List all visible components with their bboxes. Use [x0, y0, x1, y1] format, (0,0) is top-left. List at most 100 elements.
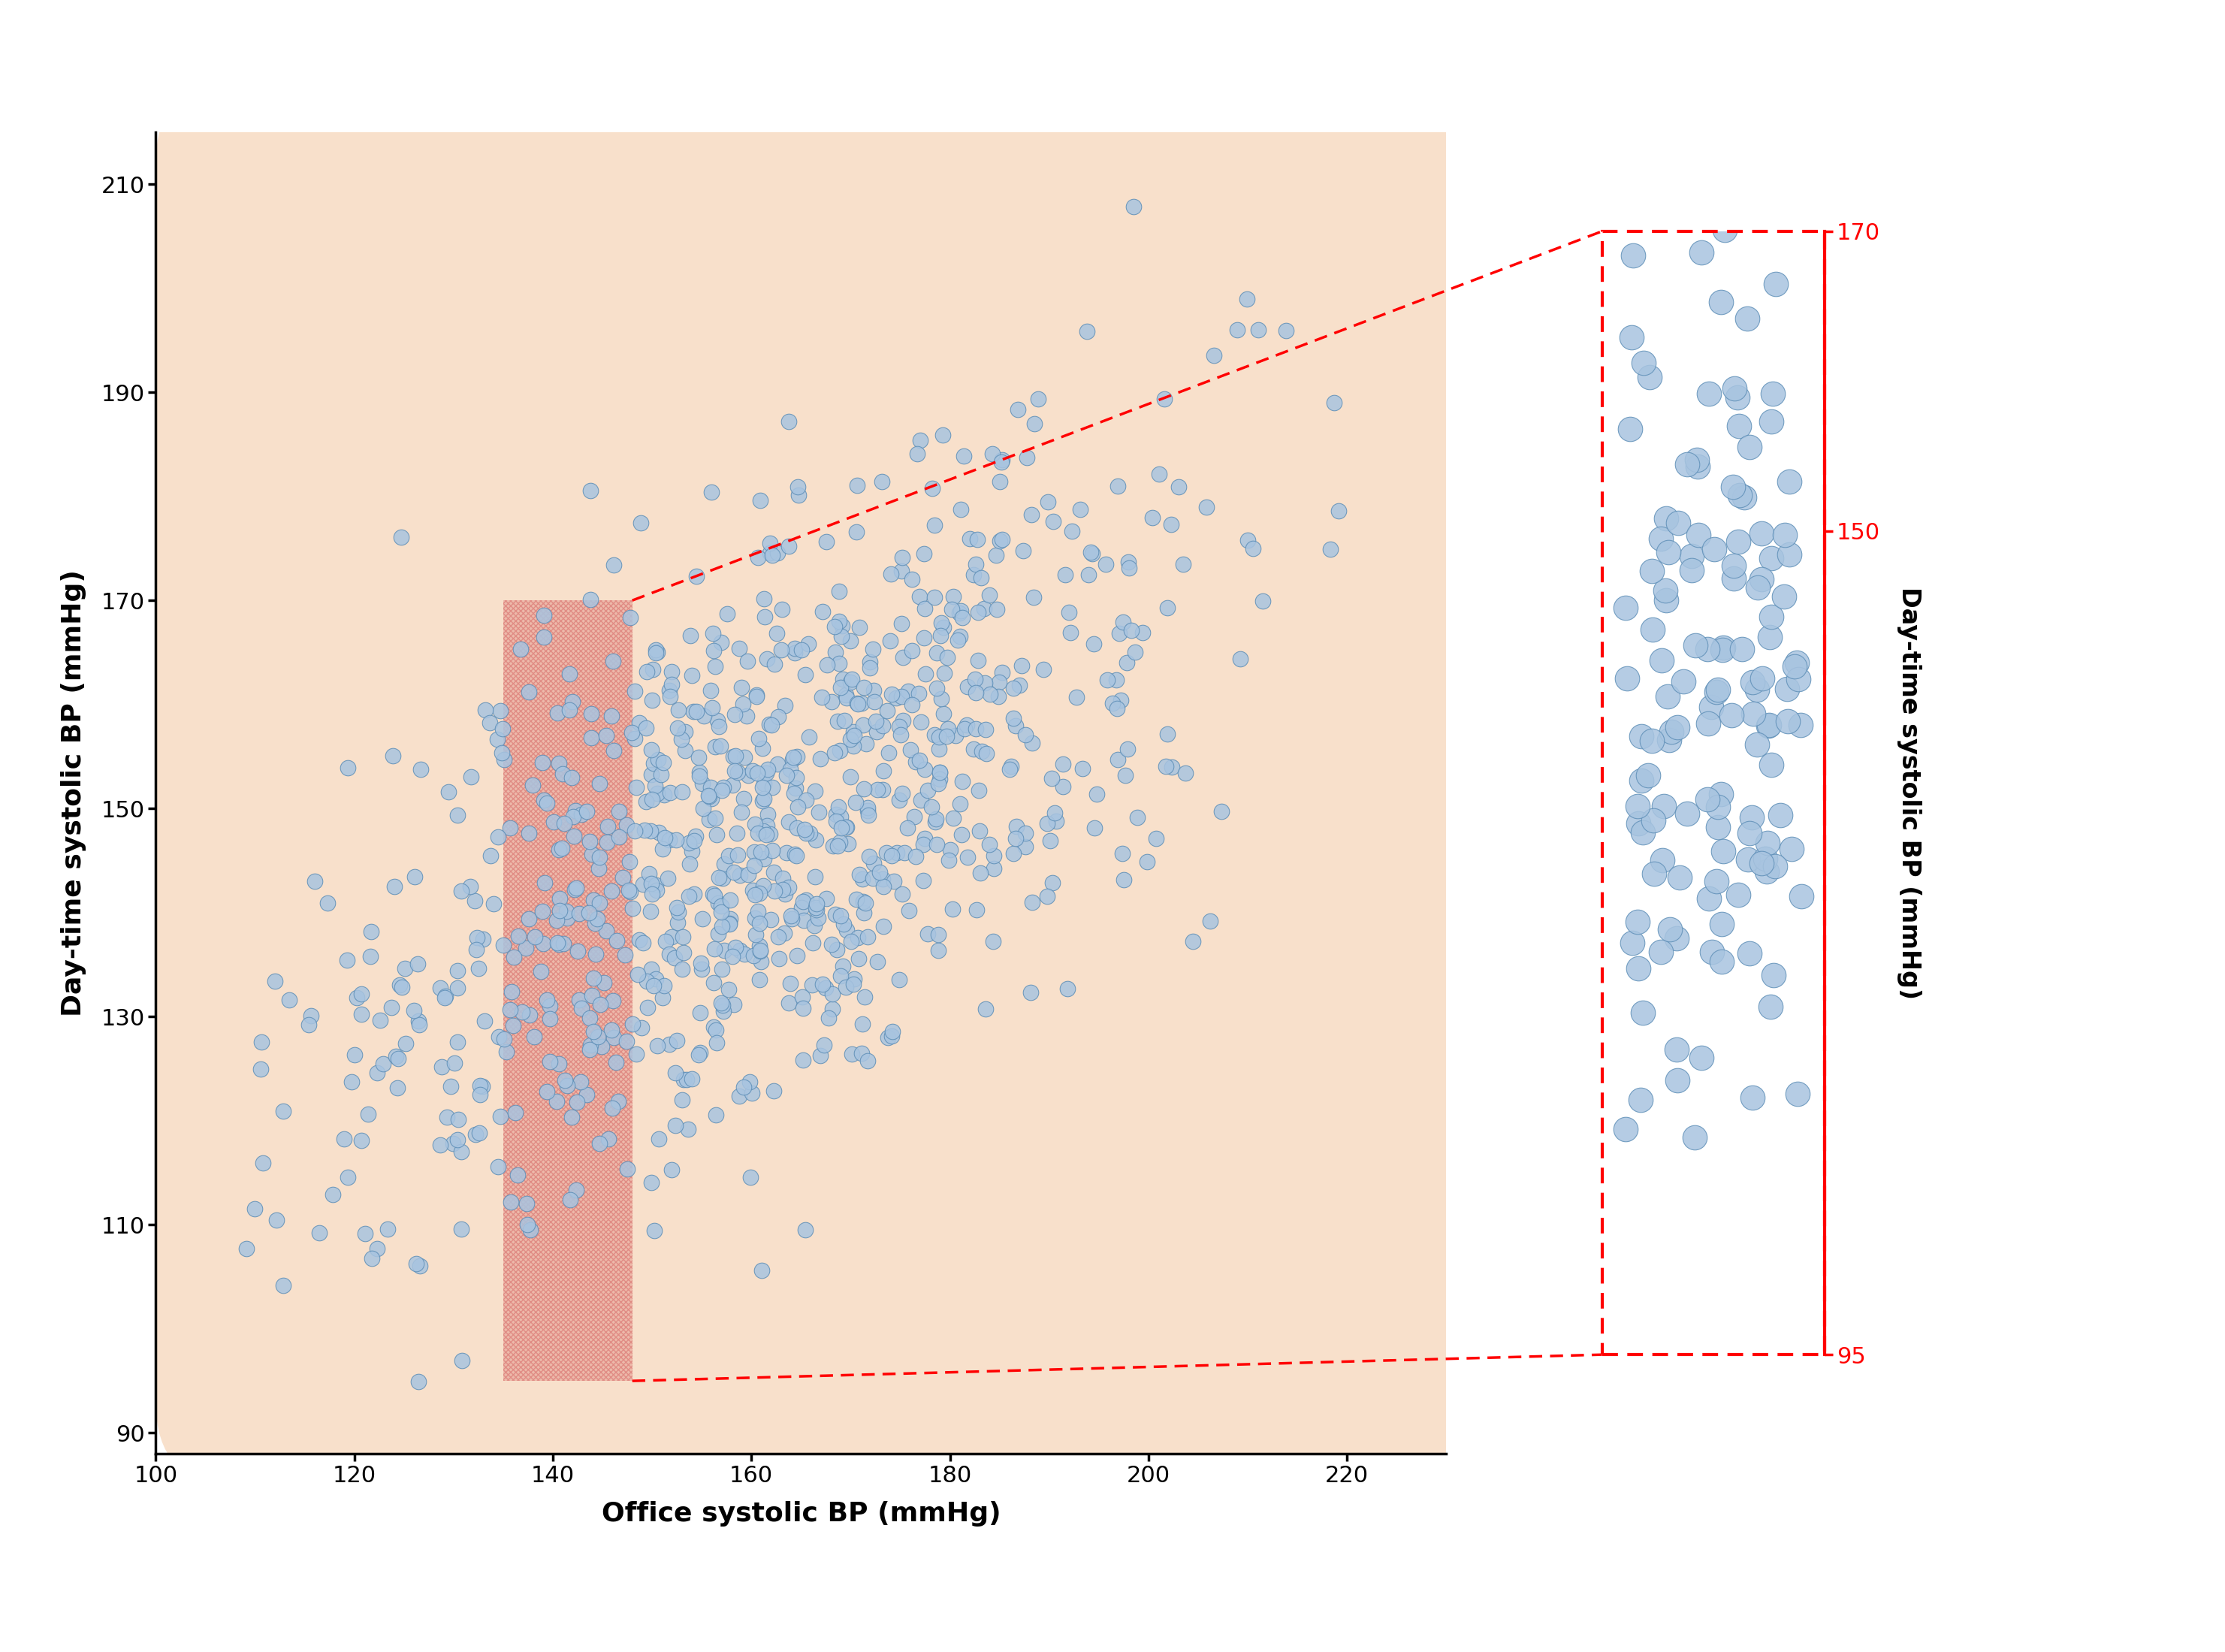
Point	[1724, 636, 1760, 662]
Point	[461, 1120, 496, 1146]
Point	[921, 765, 957, 791]
Point	[756, 1077, 792, 1104]
Point	[986, 525, 1021, 552]
Point	[883, 557, 919, 583]
Point	[694, 620, 730, 646]
Point	[736, 852, 772, 879]
Point	[837, 790, 872, 816]
Point	[581, 856, 616, 882]
Point	[612, 849, 647, 876]
Point	[581, 1130, 616, 1156]
Point	[1046, 752, 1081, 778]
Point	[783, 983, 819, 1009]
Point	[641, 819, 676, 846]
Point	[696, 882, 732, 909]
Point	[705, 998, 741, 1024]
Point	[745, 788, 781, 814]
Point	[594, 648, 630, 674]
Point	[1715, 375, 1751, 401]
Point	[258, 1206, 294, 1232]
Point	[681, 758, 716, 785]
Point	[814, 689, 850, 715]
Point	[1729, 306, 1764, 332]
Point	[454, 763, 490, 790]
Point	[995, 705, 1030, 732]
Point	[1055, 519, 1090, 545]
Point	[981, 669, 1017, 695]
Point	[839, 472, 874, 499]
Point	[848, 985, 883, 1011]
Point	[961, 600, 997, 626]
Point	[710, 600, 745, 626]
Point	[243, 1029, 278, 1056]
Point	[752, 540, 788, 567]
Point	[1079, 780, 1115, 806]
Point	[748, 603, 783, 629]
Point	[926, 659, 961, 686]
Point	[921, 758, 957, 785]
Point	[741, 932, 777, 958]
Point	[619, 775, 654, 801]
Point	[926, 421, 961, 448]
Point	[636, 750, 672, 776]
Point	[957, 562, 992, 588]
Point	[329, 947, 365, 973]
Point	[541, 897, 576, 923]
Point	[659, 1028, 694, 1054]
Point	[823, 674, 859, 700]
Point	[814, 981, 850, 1008]
Point	[587, 722, 623, 748]
Point	[1130, 849, 1166, 876]
Point	[846, 889, 881, 915]
Point	[594, 1016, 630, 1042]
Point	[846, 775, 881, 801]
Point	[1059, 684, 1095, 710]
Point	[1021, 387, 1057, 413]
Point	[788, 887, 823, 914]
Point	[805, 1031, 841, 1057]
Point	[699, 1102, 734, 1128]
Point	[538, 1087, 574, 1113]
Point	[1731, 819, 1767, 846]
Point	[972, 831, 1008, 857]
Point	[374, 743, 409, 770]
Point	[1704, 638, 1740, 664]
Point	[652, 1031, 688, 1057]
Point	[1012, 980, 1048, 1006]
Point	[229, 1236, 265, 1262]
Point	[1624, 819, 1660, 846]
Point	[919, 676, 955, 702]
Point	[385, 975, 421, 1001]
Point	[785, 889, 821, 915]
Point	[1624, 768, 1660, 795]
Point	[1633, 729, 1669, 755]
Point	[941, 790, 977, 816]
Point	[841, 923, 877, 950]
Point	[777, 634, 812, 661]
Point	[792, 819, 828, 846]
Point	[701, 864, 736, 890]
Point	[681, 1041, 716, 1067]
Point	[550, 1072, 585, 1099]
Point	[525, 624, 561, 651]
Point	[854, 866, 890, 892]
Point	[369, 1216, 405, 1242]
Point	[1733, 669, 1769, 695]
Point	[632, 818, 668, 844]
Point	[674, 662, 710, 689]
Point	[1715, 565, 1751, 591]
Point	[1148, 753, 1184, 780]
Point	[647, 824, 683, 851]
Point	[736, 839, 772, 866]
Point	[1075, 631, 1110, 657]
Point	[870, 1024, 906, 1051]
Point	[623, 1014, 659, 1041]
Point	[668, 719, 703, 745]
Point	[665, 778, 701, 805]
Point	[946, 605, 981, 631]
Point	[714, 943, 750, 970]
Point	[612, 877, 647, 904]
Point	[634, 737, 670, 763]
Point	[685, 795, 721, 821]
Point	[979, 596, 1015, 623]
